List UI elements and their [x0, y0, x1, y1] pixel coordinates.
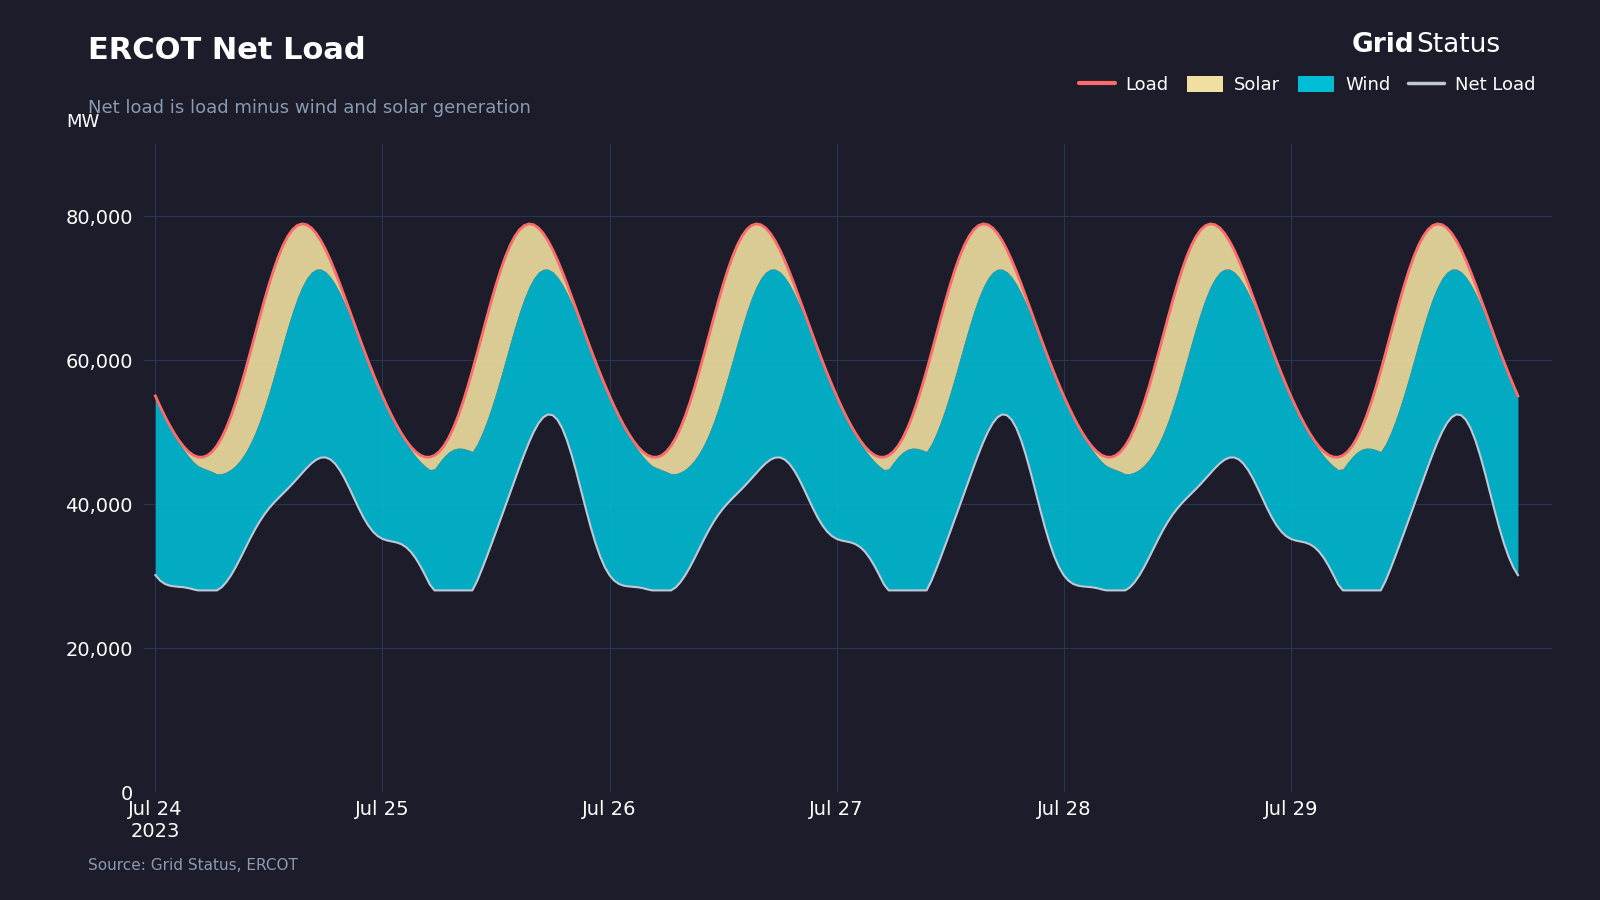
Text: ERCOT Net Load: ERCOT Net Load — [88, 36, 366, 65]
Text: Status: Status — [1416, 32, 1501, 58]
Text: Source: Grid Status, ERCOT: Source: Grid Status, ERCOT — [88, 858, 298, 873]
Text: MW: MW — [67, 113, 99, 131]
Legend: Load, Solar, Wind, Net Load: Load, Solar, Wind, Net Load — [1072, 68, 1542, 102]
Text: Net load is load minus wind and solar generation: Net load is load minus wind and solar ge… — [88, 99, 531, 117]
Text: Grid: Grid — [1352, 32, 1414, 58]
